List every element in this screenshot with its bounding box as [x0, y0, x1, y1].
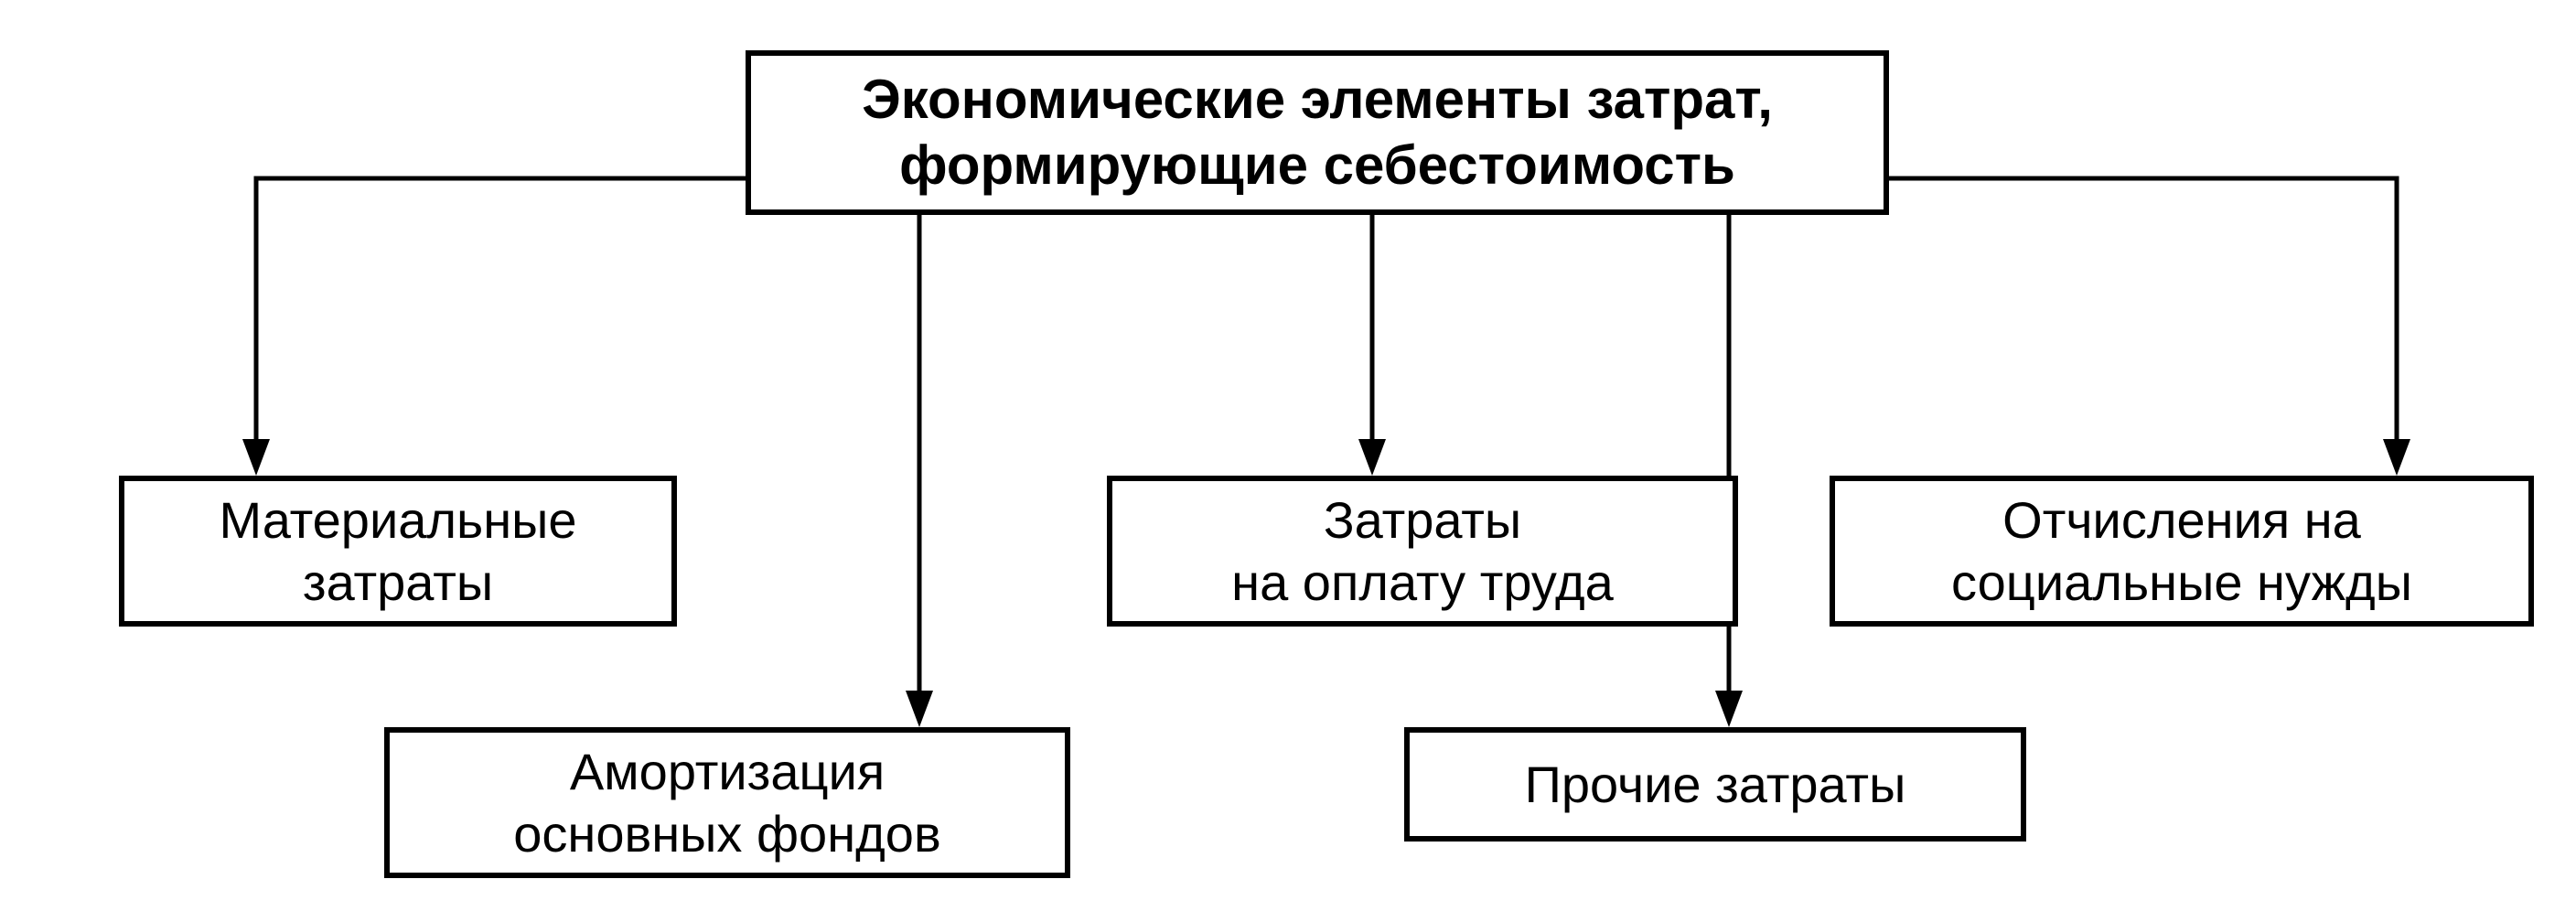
- node-materials: Материальные затраты: [119, 476, 677, 627]
- root-line-1: Экономические элементы затрат,: [862, 67, 1773, 133]
- node-labor-line-2: на оплату труда: [1231, 552, 1614, 613]
- node-materials-line-1: Материальные: [219, 489, 576, 551]
- node-materials-line-2: затраты: [303, 552, 493, 613]
- node-amortization-line-2: основных фондов: [513, 803, 940, 864]
- root-node: Экономические элементы затрат, формирующ…: [746, 50, 1889, 215]
- node-amortization: Амортизация основных фондов: [384, 727, 1070, 878]
- node-social-line-1: Отчисления на: [2002, 489, 2361, 551]
- node-amortization-line-1: Амортизация: [570, 741, 885, 802]
- node-labor: Затраты на оплату труда: [1107, 476, 1738, 627]
- node-other-line-1: Прочие затраты: [1525, 754, 1906, 815]
- node-labor-line-1: Затраты: [1324, 489, 1521, 551]
- node-social: Отчисления на социальные нужды: [1830, 476, 2534, 627]
- node-other: Прочие затраты: [1404, 727, 2026, 842]
- root-line-2: формирующие себестоимость: [899, 133, 1735, 198]
- node-social-line-2: социальные нужды: [1951, 552, 2412, 613]
